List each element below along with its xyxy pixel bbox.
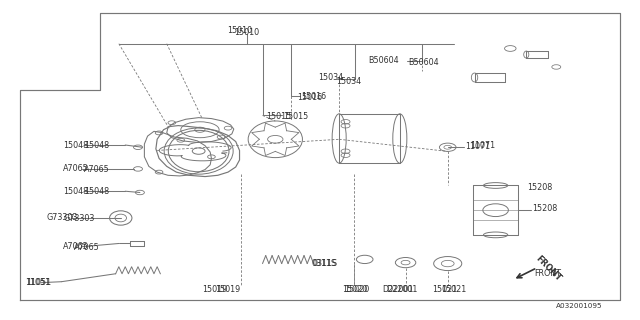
Text: A7065: A7065 xyxy=(63,164,89,173)
Text: A7065: A7065 xyxy=(74,243,100,252)
Text: FRONT: FRONT xyxy=(534,254,563,283)
Text: 15015: 15015 xyxy=(266,113,291,122)
Text: 15016: 15016 xyxy=(301,92,326,101)
Text: 11071: 11071 xyxy=(466,142,491,151)
Text: G73303: G73303 xyxy=(47,213,78,222)
Text: D22001: D22001 xyxy=(382,284,413,293)
Text: FRONT: FRONT xyxy=(534,268,561,278)
Text: 15048: 15048 xyxy=(84,188,109,196)
Text: 11071: 11071 xyxy=(470,141,495,150)
Text: 15016: 15016 xyxy=(298,93,323,102)
Text: 15048: 15048 xyxy=(63,187,88,196)
Text: 15021: 15021 xyxy=(433,284,458,293)
Text: 11051: 11051 xyxy=(25,278,50,287)
Text: 15048: 15048 xyxy=(84,141,109,150)
Text: A032001095: A032001095 xyxy=(556,303,603,309)
Text: 15015: 15015 xyxy=(284,112,309,121)
Text: 11051: 11051 xyxy=(26,278,51,287)
Text: 15010: 15010 xyxy=(234,28,259,37)
Text: G73303: G73303 xyxy=(63,214,95,223)
Text: D22001: D22001 xyxy=(386,284,417,293)
Text: 0311S: 0311S xyxy=(312,259,337,268)
Text: 15020: 15020 xyxy=(344,284,369,293)
Text: B50604: B50604 xyxy=(408,58,439,67)
Text: A7065: A7065 xyxy=(84,165,109,174)
Text: 15034: 15034 xyxy=(336,77,361,86)
Text: B50604: B50604 xyxy=(368,56,399,65)
Text: 15019: 15019 xyxy=(202,284,227,293)
Text: 15010: 15010 xyxy=(227,27,253,36)
Text: 15208: 15208 xyxy=(532,204,557,213)
Text: 15020: 15020 xyxy=(342,284,368,293)
Text: A7065: A7065 xyxy=(63,242,89,251)
Text: 15021: 15021 xyxy=(441,284,466,293)
Text: 15048: 15048 xyxy=(63,140,88,149)
Text: 0311S: 0311S xyxy=(312,259,337,268)
Text: 15208: 15208 xyxy=(527,183,553,192)
Text: 15034: 15034 xyxy=(318,73,343,82)
Text: 15019: 15019 xyxy=(216,284,241,293)
